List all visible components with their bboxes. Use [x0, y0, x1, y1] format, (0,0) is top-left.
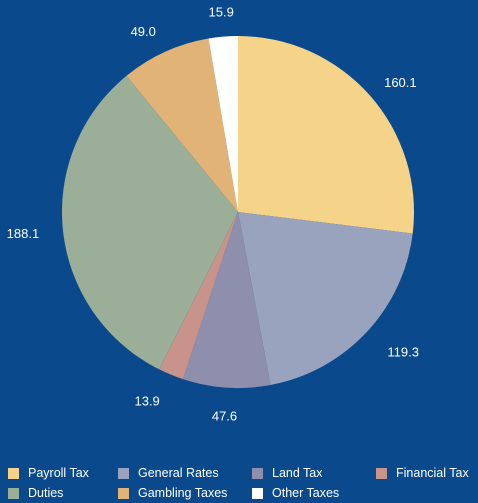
legend-item-financial-tax: Financial Tax [376, 465, 478, 481]
legend-swatch [376, 467, 387, 479]
data-labels: 160.1 119.3 47.6 13.9 188.1 49.0 15.9 [7, 5, 419, 424]
data-label-financial-tax: 13.9 [134, 394, 159, 409]
pie-slice-land-tax [182, 212, 271, 389]
legend-label: Gambling Taxes [138, 486, 228, 500]
legend-item-gambling-taxes: Gambling Taxes [118, 485, 252, 501]
pie-slices [62, 35, 414, 389]
legend-label: Duties [28, 486, 64, 500]
legend-label: Land Tax [272, 466, 323, 480]
legend-item-general-rates: General Rates [118, 465, 252, 481]
legend-label: Other Taxes [272, 486, 340, 500]
pie-slice-financial-tax [159, 212, 238, 380]
legend-swatch [118, 467, 129, 479]
legend: Payroll Tax General Rates Land Tax Financia… [8, 465, 478, 501]
legend-label: General Rates [138, 466, 219, 480]
pie-slice-gambling-taxes [126, 38, 238, 213]
pie-slice-other-taxes [208, 35, 238, 212]
legend-swatch [118, 487, 129, 499]
data-label-payroll-tax: 160.1 [384, 75, 417, 90]
data-label-land-tax: 47.6 [212, 409, 237, 424]
data-label-gambling-taxes: 49.0 [131, 24, 156, 39]
legend-item-other-taxes: Other Taxes [252, 485, 376, 501]
pie-slice-duties [62, 75, 239, 370]
pie-chart: 160.1 119.3 47.6 13.9 188.1 49.0 15.9 [7, 5, 419, 424]
legend-item-duties: Duties [8, 485, 118, 501]
pie-slice-payroll-tax [238, 36, 414, 234]
legend-item-payroll-tax: Payroll Tax [8, 465, 118, 481]
legend-swatch [252, 467, 263, 479]
legend-swatch [8, 487, 19, 499]
legend-swatch [252, 487, 263, 499]
legend-label: Payroll Tax [28, 466, 89, 480]
data-label-duties: 188.1 [7, 226, 40, 241]
data-label-other-taxes: 15.9 [209, 5, 234, 20]
legend-item-land-tax: Land Tax [252, 465, 376, 481]
pie-slice-general-rates [238, 212, 413, 385]
legend-label: Financial Tax [396, 466, 469, 480]
data-label-general-rates: 119.3 [387, 344, 419, 359]
legend-swatch [8, 467, 19, 479]
